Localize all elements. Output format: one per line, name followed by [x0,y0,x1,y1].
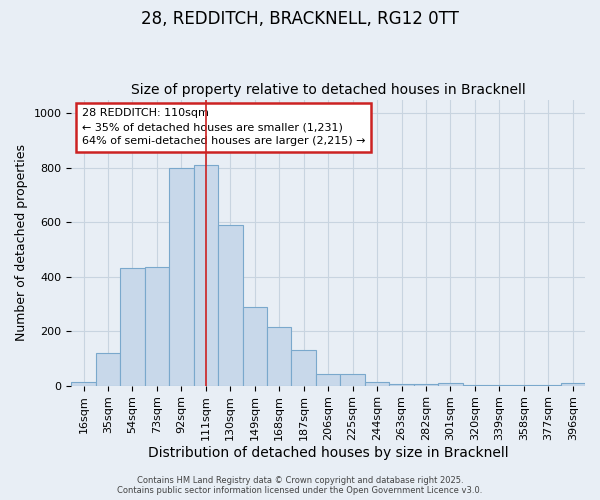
X-axis label: Distribution of detached houses by size in Bracknell: Distribution of detached houses by size … [148,446,508,460]
Bar [389,384,414,386]
Bar [145,267,169,386]
Bar [96,353,120,386]
Bar [71,382,96,386]
Bar [438,384,463,386]
Bar [120,268,145,386]
Bar [536,385,560,386]
Bar [365,382,389,386]
Text: 28 REDDITCH: 110sqm
← 35% of detached houses are smaller (1,231)
64% of semi-det: 28 REDDITCH: 110sqm ← 35% of detached ho… [82,108,365,146]
Bar [267,327,292,386]
Bar [340,374,365,386]
Y-axis label: Number of detached properties: Number of detached properties [15,144,28,341]
Bar [560,384,585,386]
Bar [487,385,512,386]
Bar [512,385,536,386]
Bar [292,350,316,386]
Bar [414,384,438,386]
Bar [218,225,242,386]
Text: Contains HM Land Registry data © Crown copyright and database right 2025.
Contai: Contains HM Land Registry data © Crown c… [118,476,482,495]
Text: 28, REDDITCH, BRACKNELL, RG12 0TT: 28, REDDITCH, BRACKNELL, RG12 0TT [141,10,459,28]
Bar [463,385,487,386]
Bar [316,374,340,386]
Bar [169,168,194,386]
Title: Size of property relative to detached houses in Bracknell: Size of property relative to detached ho… [131,83,526,97]
Bar [242,306,267,386]
Bar [194,165,218,386]
